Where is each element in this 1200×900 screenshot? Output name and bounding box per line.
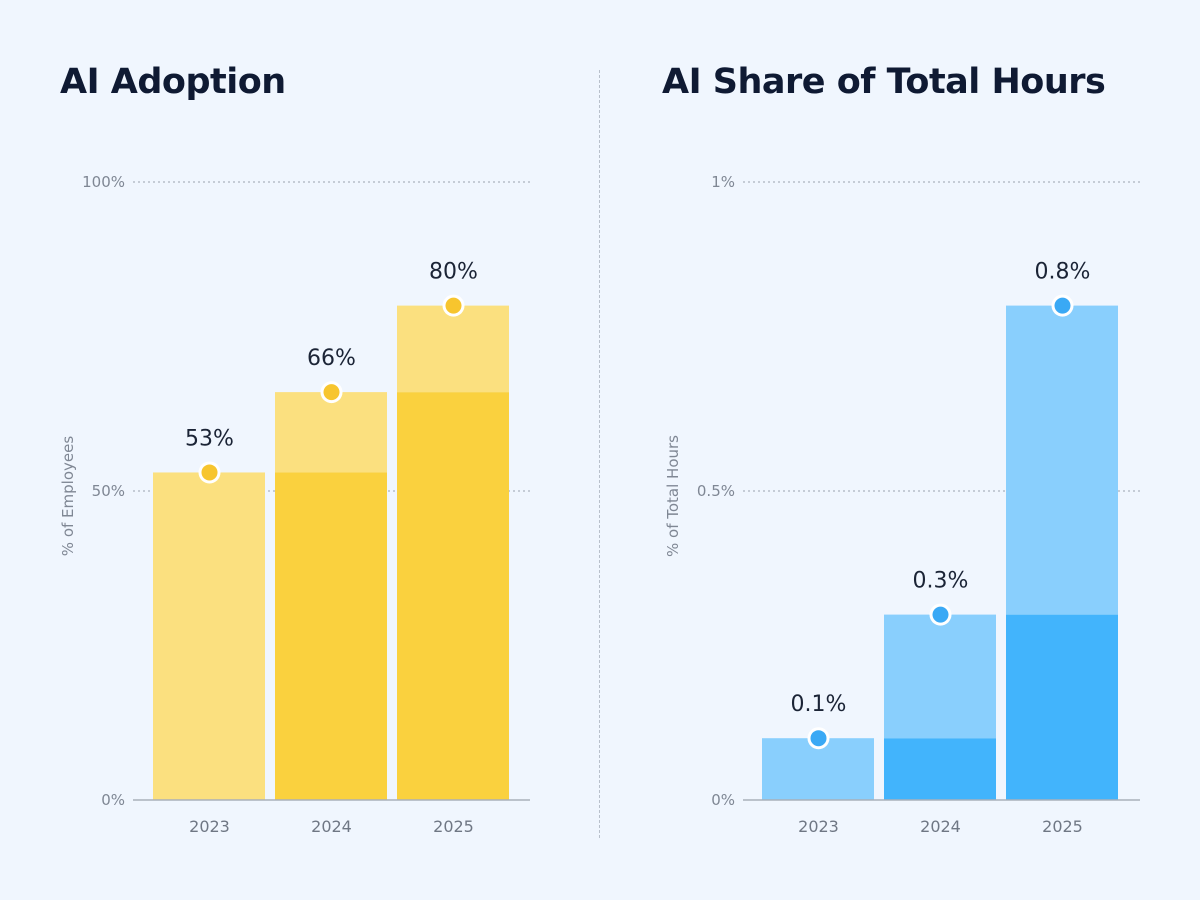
hours-chart: 0% 0.5% 1% % of Total Hours 0.1% 2023 0.3% 2024… <box>664 173 1140 836</box>
data-marker <box>1054 297 1071 314</box>
x-tick-label: 2025 <box>1042 817 1083 836</box>
bar-increment-2024 <box>884 614 996 739</box>
adoption-chart-panel: AI Adoption 0% 50% 100% % of Employees 53% 20… <box>59 62 530 836</box>
hours-chart-title: AI Share of Total Hours <box>662 62 1106 102</box>
x-tick-label: 2023 <box>189 817 230 836</box>
bar-increment-2025 <box>1006 305 1118 615</box>
bar-base-2025 <box>397 392 509 800</box>
y-tick-label: 100% <box>82 173 125 191</box>
hours-chart-panel: AI Share of Total Hours 0% 0.5% 1% % of Tot… <box>600 0 1200 900</box>
adoption-chart-title: AI Adoption <box>60 62 286 102</box>
y-tick-label: 0% <box>101 791 125 809</box>
chart-1-plot: 0% 0.5% 1% % of Total Hours 0.1% 2023 0.3% 2024… <box>664 173 1140 836</box>
data-marker <box>201 464 218 481</box>
y-tick-label: 50% <box>92 482 125 500</box>
data-label: 0.8% <box>1035 260 1091 285</box>
panel-divider <box>599 70 600 838</box>
bar-base-2024 <box>275 472 387 800</box>
bar-base-2025 <box>1006 614 1118 800</box>
chart-0-plot: 0% 50% 100% % of Employees 53% 2023 66% 2024 80%… <box>59 173 530 836</box>
bar-increment-2025 <box>397 305 509 393</box>
data-label: 66% <box>307 346 356 371</box>
x-tick-label: 2023 <box>798 817 839 836</box>
data-marker <box>445 297 462 314</box>
bar-increment-2024 <box>275 392 387 473</box>
adoption-chart: 0% 50% 100% % of Employees 53% 2023 66% 2024 80%… <box>59 173 530 836</box>
data-label: 53% <box>185 426 234 451</box>
y-tick-label: 0% <box>711 791 735 809</box>
x-tick-label: 2024 <box>311 817 352 836</box>
data-marker <box>932 606 949 623</box>
data-label: 80% <box>429 260 478 285</box>
x-tick-label: 2024 <box>920 817 961 836</box>
y-tick-label: 1% <box>711 173 735 191</box>
bar-base-2024 <box>884 738 996 800</box>
data-marker <box>323 384 340 401</box>
x-tick-label: 2025 <box>433 817 474 836</box>
y-axis-title: % of Employees <box>59 436 77 557</box>
y-axis-title: % of Total Hours <box>664 435 682 557</box>
bar-increment-2023 <box>153 472 265 800</box>
data-marker <box>810 730 827 747</box>
data-label: 0.1% <box>791 692 847 717</box>
data-label: 0.3% <box>913 569 969 594</box>
y-tick-label: 0.5% <box>697 482 735 500</box>
